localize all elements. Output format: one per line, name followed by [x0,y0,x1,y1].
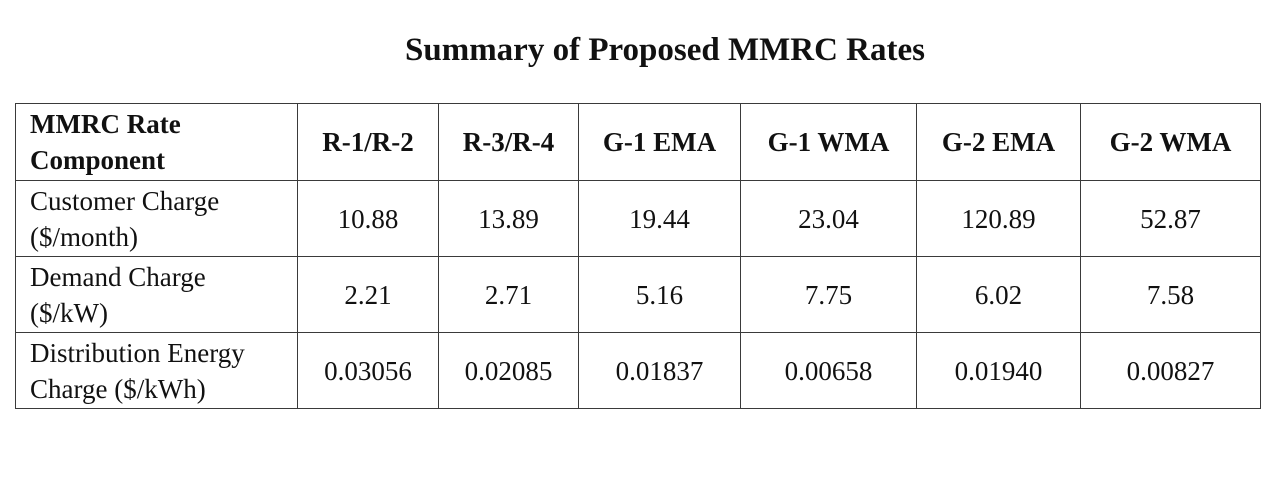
table-cell: 7.75 [740,256,917,333]
table-row-customer-charge: Customer Charge ($/month) 10.88 13.89 19… [15,180,1261,257]
table-cell: 0.00658 [740,332,917,409]
table-cell: 2.71 [438,256,579,333]
table-cell: 0.03056 [297,332,439,409]
column-header-component: MMRC Rate Component [15,103,298,181]
page-title: Summary of Proposed MMRC Rates [405,32,925,68]
row-label: Customer Charge ($/month) [15,180,298,257]
table-cell: 52.87 [1080,180,1261,257]
column-header-g1-ema: G-1 EMA [578,103,741,181]
column-header-g1-wma: G-1 WMA [740,103,917,181]
column-header-r3-r4: R-3/R-4 [438,103,579,181]
column-header-g2-ema: G-2 EMA [916,103,1081,181]
table-cell: 120.89 [916,180,1081,257]
column-header-g2-wma: G-2 WMA [1080,103,1261,181]
table-cell: 10.88 [297,180,439,257]
table-cell: 19.44 [578,180,741,257]
table-cell: 5.16 [578,256,741,333]
table-cell: 0.01940 [916,332,1081,409]
rates-table: MMRC Rate Component R-1/R-2 R-3/R-4 G-1 … [15,103,1261,409]
column-header-r1-r2: R-1/R-2 [297,103,439,181]
table-cell: 13.89 [438,180,579,257]
table-row-demand-charge: Demand Charge ($/kW) 2.21 2.71 5.16 7.75… [15,256,1261,333]
table-cell: 0.00827 [1080,332,1261,409]
table-cell: 0.01837 [578,332,741,409]
table-row-distribution-energy-charge: Distribution Energy Charge ($/kWh) 0.030… [15,332,1261,409]
row-label: Distribution Energy Charge ($/kWh) [15,332,298,409]
row-label: Demand Charge ($/kW) [15,256,298,333]
table-cell: 6.02 [916,256,1081,333]
table-cell: 0.02085 [438,332,579,409]
table-header-row: MMRC Rate Component R-1/R-2 R-3/R-4 G-1 … [15,103,1261,181]
table-cell: 23.04 [740,180,917,257]
table-cell: 2.21 [297,256,439,333]
table-cell: 7.58 [1080,256,1261,333]
